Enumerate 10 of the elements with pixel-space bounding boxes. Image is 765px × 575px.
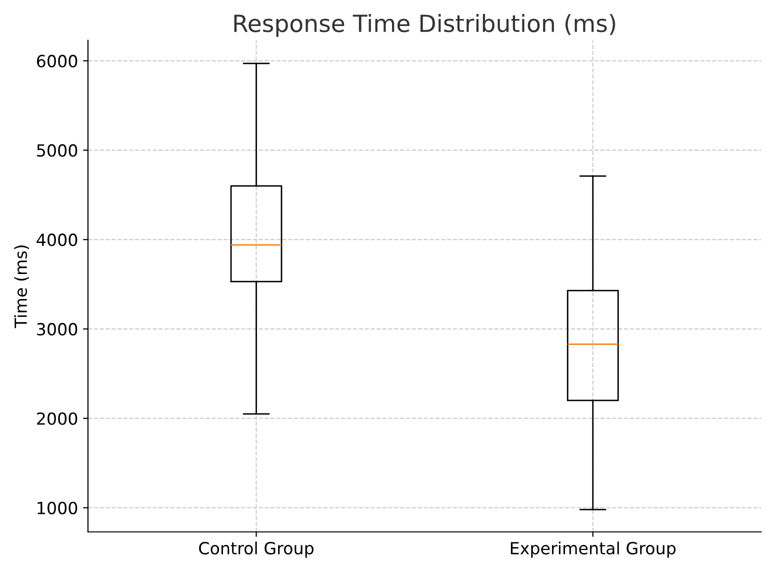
y-tick-label: 2000 xyxy=(37,412,78,425)
chart-title: Response Time Distribution (ms) xyxy=(234,14,616,37)
y-tick-label: 5000 xyxy=(37,144,78,157)
y-tick-label: 3000 xyxy=(37,322,78,336)
y-tick-label: 1000 xyxy=(38,502,78,514)
x-tick-label: Control Group xyxy=(199,542,314,558)
x-tick-label: Experimental Group xyxy=(510,542,676,558)
y-tick-label: 4000 xyxy=(36,234,78,246)
y-tick-label: 6000 xyxy=(37,54,78,68)
y-axis-title: Time (ms) xyxy=(14,245,30,328)
